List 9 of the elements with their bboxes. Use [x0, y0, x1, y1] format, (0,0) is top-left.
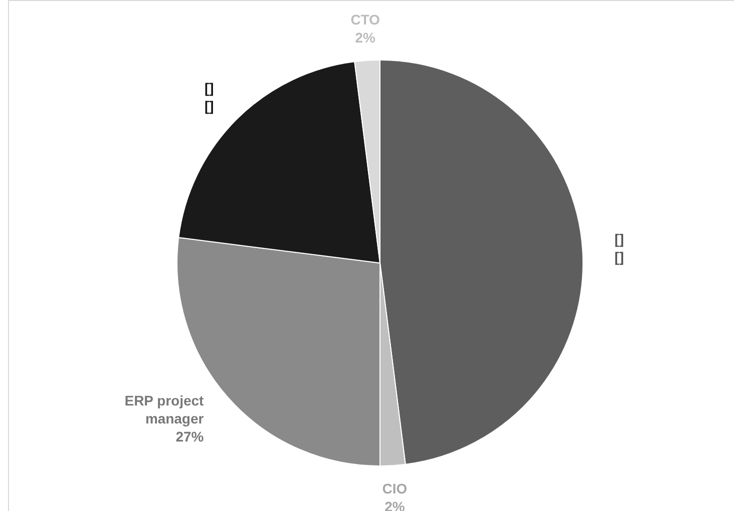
- slice-label: ERP project manager: [124, 392, 204, 426]
- data-label: []: [204, 98, 214, 114]
- slice-label: []: [204, 80, 214, 96]
- slice-label: CIO: [382, 480, 408, 497]
- data-label: 2%: [355, 29, 376, 46]
- slice-label: CTO: [350, 11, 380, 28]
- data-label: []: [614, 249, 624, 266]
- slice-label: []: [614, 231, 624, 248]
- data-label: 27%: [176, 428, 204, 444]
